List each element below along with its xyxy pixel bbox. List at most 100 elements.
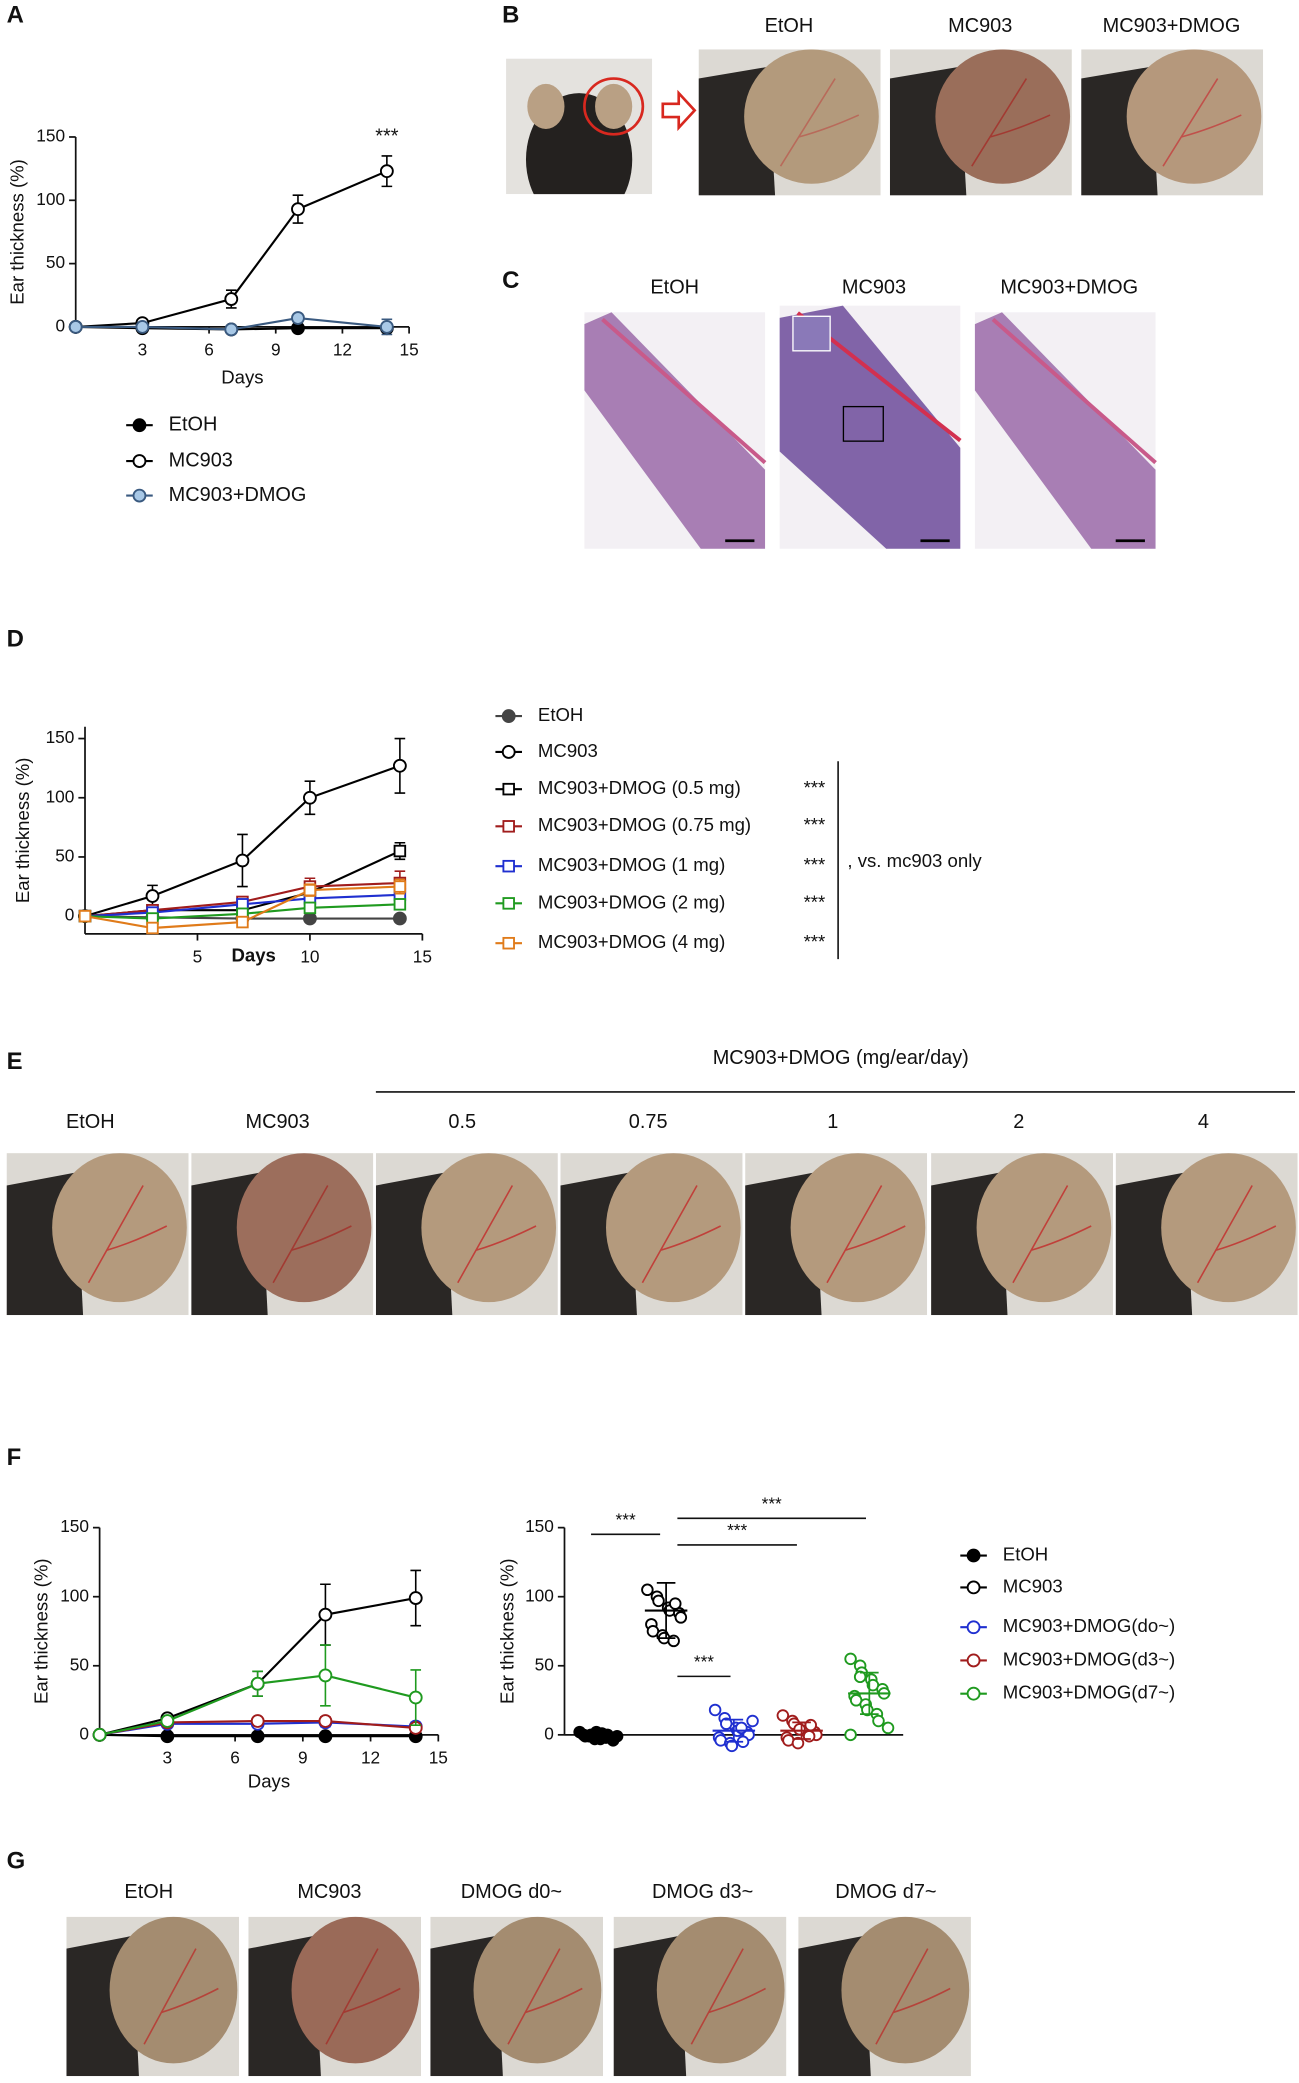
legend-significance: *** <box>804 777 826 798</box>
vein <box>826 1185 906 1284</box>
panel-label: D <box>7 626 24 653</box>
vein <box>971 78 1051 167</box>
marker <box>502 897 515 910</box>
data-point <box>802 1729 816 1743</box>
vein <box>1196 1185 1277 1284</box>
legend-label: MC903+DMOG (0.75 mg) <box>538 814 751 835</box>
x-tick-label: 15 <box>429 1747 448 1767</box>
tissue <box>584 312 766 549</box>
legend-significance: *** <box>804 891 826 912</box>
y-axis-label: Ear thickness (%) <box>497 1558 518 1704</box>
marker <box>250 1714 265 1728</box>
ear-photo <box>66 1916 240 2077</box>
y-tick-label: 150 <box>60 1516 89 1536</box>
legend-note: , vs. mc903 only <box>847 850 982 871</box>
y-axis-label: Ear thickness (%) <box>7 159 28 305</box>
panel-label: A <box>7 1 24 28</box>
significance-label: *** <box>727 1520 747 1540</box>
photo-caption: DMOG d3~ <box>652 1881 753 1903</box>
marker <box>502 859 515 873</box>
tissue <box>779 305 961 549</box>
marker <box>501 745 516 759</box>
vein <box>507 1948 583 2045</box>
ear-photo <box>698 49 881 196</box>
tissue <box>974 312 1156 549</box>
data-point <box>652 1594 665 1608</box>
epidermis <box>991 317 1157 465</box>
marker <box>236 915 249 929</box>
marker <box>966 1686 981 1701</box>
marker <box>502 936 515 950</box>
legend-label: MC903+DMOG(d3~) <box>1003 1648 1175 1669</box>
marker <box>966 1653 981 1668</box>
ear-photo <box>798 1916 971 2077</box>
vein <box>641 1185 721 1284</box>
marker <box>318 1607 333 1622</box>
ear-photo <box>613 1916 787 2077</box>
legend-label: MC903+DMOG (1 mg) <box>538 854 725 875</box>
significance-label: *** <box>762 1494 782 1514</box>
ear-photo <box>191 1153 374 1316</box>
x-tick-label: 15 <box>399 339 418 359</box>
legend-label: MC903 <box>169 449 233 471</box>
x-tick-label: 5 <box>193 946 203 966</box>
ear-photo <box>931 1153 1114 1316</box>
group-header: MC903+DMOG (mg/ear/day) <box>713 1047 969 1069</box>
ear-photo <box>375 1153 558 1316</box>
ear-photo <box>560 1153 743 1316</box>
panel-label: G <box>7 1848 26 1875</box>
y-tick-label: 150 <box>36 126 65 146</box>
data-point <box>844 1652 857 1666</box>
sd-bar <box>724 1718 744 1743</box>
x-axis-label: Days <box>221 367 263 388</box>
ear-photo <box>889 49 1072 196</box>
marker <box>502 820 515 833</box>
vein <box>143 1948 219 2045</box>
arrow <box>661 89 697 132</box>
marker <box>966 1620 981 1635</box>
marker <box>160 1729 175 1744</box>
panel-label: F <box>7 1444 22 1471</box>
panel-label: E <box>7 1048 23 1075</box>
vein <box>690 1948 766 2045</box>
y-tick-label: 0 <box>55 315 65 335</box>
marker <box>318 1729 333 1744</box>
ear-photo <box>1115 1153 1298 1316</box>
marker <box>135 320 150 334</box>
inset <box>792 315 831 352</box>
marker <box>132 418 147 433</box>
data-point <box>708 1703 722 1717</box>
x-tick-label: 9 <box>271 339 281 359</box>
photo-caption: EtOH <box>124 1881 173 1903</box>
data-point <box>791 1736 805 1750</box>
y-tick-label: 0 <box>65 905 75 925</box>
y-tick-label: 150 <box>525 1516 554 1536</box>
y-tick-label: 0 <box>544 1723 554 1743</box>
y-tick-label: 150 <box>46 727 75 747</box>
legend-label: MC903+DMOG <box>169 484 307 506</box>
x-tick-label: 9 <box>298 1747 308 1767</box>
ear-photo <box>6 1153 189 1316</box>
y-tick-label: 100 <box>46 786 75 806</box>
data-point <box>844 1728 857 1742</box>
annotation: *** <box>375 126 398 148</box>
data-point <box>804 1718 817 1732</box>
photo-caption: 0.75 <box>629 1111 668 1133</box>
y-tick-label: 50 <box>535 1654 554 1674</box>
marker <box>303 901 317 915</box>
marker <box>379 164 394 179</box>
marker <box>146 921 159 935</box>
legend-label: MC903+DMOG (2 mg) <box>538 891 725 912</box>
x-tick-label: 12 <box>333 339 352 359</box>
x-tick-label: 10 <box>300 946 319 966</box>
marker <box>224 292 239 306</box>
photo-caption: DMOG d7~ <box>835 1881 936 1903</box>
highlight-circle <box>583 77 645 136</box>
data-point <box>641 1583 654 1597</box>
histology-image <box>779 305 962 549</box>
marker <box>392 758 407 773</box>
vein <box>779 78 860 167</box>
photo-caption: EtOH <box>66 1111 115 1133</box>
marker <box>224 322 239 337</box>
